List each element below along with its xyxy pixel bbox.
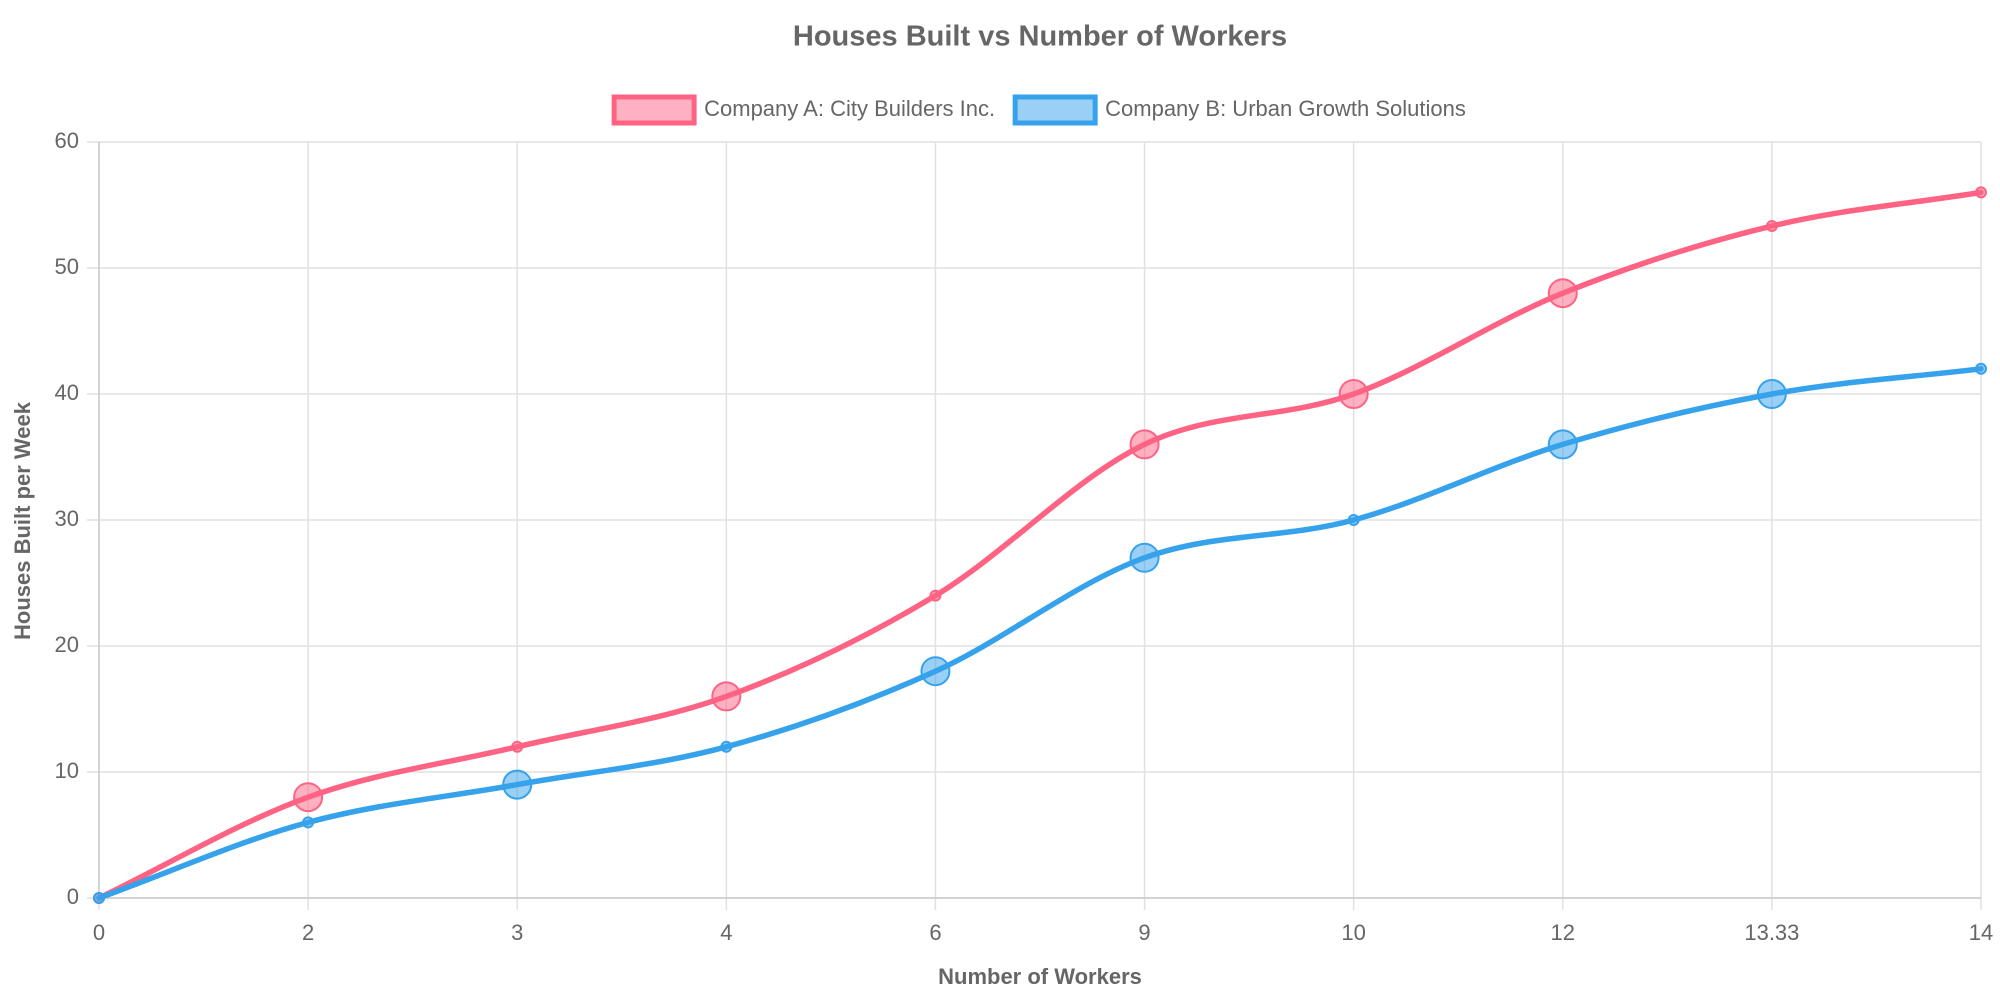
x-tick-label: 12 xyxy=(1551,920,1575,945)
legend-item-1[interactable]: Company A: City Builders Inc. xyxy=(611,94,995,126)
data-point[interactable] xyxy=(1975,186,1987,199)
legend-label: Company B: Urban Growth Solutions xyxy=(1105,96,1466,121)
x-tick-label: 9 xyxy=(1138,920,1150,945)
x-tick-label: 13.33 xyxy=(1744,920,1799,945)
series-line xyxy=(96,189,1984,901)
legend-item-2[interactable]: Company B: Urban Growth Solutions xyxy=(1012,94,1466,126)
highlighted-data-point[interactable] xyxy=(502,769,533,800)
x-tick-label: 6 xyxy=(929,920,941,945)
x-axis-title: Number of Workers xyxy=(938,964,1142,989)
axes: 0 10 20 30 40 50 60 0 2 3 4 6 9 10 12 13.33 14 xyxy=(55,128,1994,945)
y-tick-label: 30 xyxy=(55,506,79,531)
highlighted-data-point[interactable] xyxy=(1547,278,1578,309)
data-point[interactable] xyxy=(302,816,315,829)
x-tick-label: 2 xyxy=(302,920,314,945)
data-point[interactable] xyxy=(1347,514,1360,526)
y-tick-label: 10 xyxy=(55,758,79,783)
y-tick-label: 20 xyxy=(55,632,79,657)
y-tick-label: 40 xyxy=(55,380,79,405)
highlighted-data-point[interactable] xyxy=(1129,542,1160,573)
highlighted-data-point[interactable] xyxy=(1338,379,1369,409)
x-tick-label: 3 xyxy=(511,920,523,945)
highlighted-data-point[interactable] xyxy=(920,656,951,687)
data-point[interactable] xyxy=(511,740,524,753)
data-point[interactable] xyxy=(1975,362,1987,375)
highlighted-data-point[interactable] xyxy=(293,782,324,813)
series-2 xyxy=(93,362,1987,904)
data-point[interactable] xyxy=(720,740,733,753)
legend-swatch xyxy=(611,94,697,126)
legend-label: Company A: City Builders Inc. xyxy=(704,96,995,121)
highlighted-data-point[interactable] xyxy=(1547,429,1578,460)
highlighted-data-point[interactable] xyxy=(1756,379,1787,409)
series-line xyxy=(96,366,1984,901)
data-point[interactable] xyxy=(93,892,105,904)
grid xyxy=(87,141,1982,910)
data-point[interactable] xyxy=(929,589,942,602)
chart-title: Houses Built vs Number of Workers xyxy=(793,21,1287,53)
x-tick-label: 14 xyxy=(1969,920,1993,945)
y-tick-label: 50 xyxy=(55,254,79,279)
series-1 xyxy=(93,186,1987,904)
highlighted-data-point[interactable] xyxy=(1129,429,1160,460)
x-tick-label: 10 xyxy=(1341,920,1365,945)
highlighted-data-point[interactable] xyxy=(711,681,742,712)
y-tick-label: 60 xyxy=(55,128,79,153)
y-tick-label: 0 xyxy=(67,884,79,909)
x-tick-label: 4 xyxy=(720,920,732,945)
legend: Company A: City Builders Inc. Company B: … xyxy=(611,94,1466,126)
y-axis-title: Houses Built per Week xyxy=(10,401,35,640)
data-point[interactable] xyxy=(1765,220,1778,233)
series-layer xyxy=(93,186,1987,904)
x-tick-label: 0 xyxy=(93,920,105,945)
legend-swatch xyxy=(1012,94,1098,126)
